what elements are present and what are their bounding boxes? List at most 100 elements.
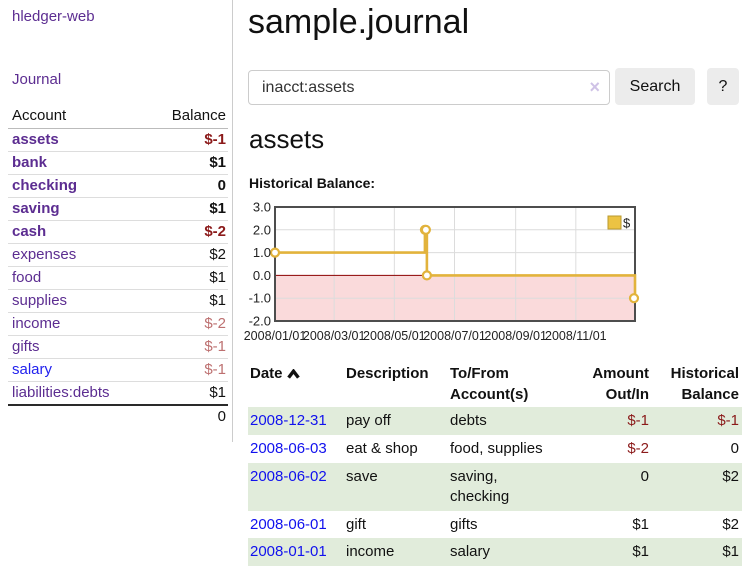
- account-row: cash $-2: [8, 220, 228, 244]
- svg-text:2008/01/01: 2008/01/01: [244, 329, 307, 343]
- account-row: bank $1: [8, 151, 228, 175]
- transaction-amount: $-2: [627, 440, 649, 458]
- account-row: liabilities:debts $1: [8, 381, 228, 405]
- account-link[interactable]: liabilities:debts: [12, 384, 110, 401]
- transaction-accounts: gifts: [450, 515, 478, 533]
- transaction-balance: $2: [722, 515, 739, 533]
- transaction-accounts: salary: [450, 543, 491, 561]
- transaction-accounts: debts: [450, 412, 487, 430]
- svg-text:-2.0: -2.0: [249, 314, 271, 329]
- account-link[interactable]: salary: [12, 361, 53, 378]
- main-content: sample.journal × Search ? assets Histori…: [244, 0, 742, 582]
- account-link[interactable]: cash: [12, 223, 47, 240]
- sidebar: hledger-web Journal Account Balance asse…: [0, 0, 233, 442]
- balance-column-header: Balance: [147, 104, 228, 129]
- account-link[interactable]: gifts: [12, 338, 40, 355]
- account-balance: $-2: [147, 220, 228, 244]
- svg-text:2008/07/01: 2008/07/01: [423, 329, 486, 343]
- help-button[interactable]: ?: [707, 68, 739, 105]
- account-row: saving $1: [8, 197, 228, 221]
- register-column-header: Description: [346, 365, 429, 382]
- account-link[interactable]: food: [12, 269, 42, 286]
- transaction-date-link[interactable]: 2008-06-03: [250, 440, 327, 458]
- account-row: assets $-1: [8, 129, 228, 152]
- chevron-up-icon: [286, 368, 300, 379]
- transaction-balance: 0: [730, 440, 739, 458]
- transaction-row: 2008-01-01 income salary $1 $1: [248, 538, 742, 567]
- account-balance: $1: [147, 381, 228, 405]
- account-link[interactable]: income: [12, 315, 61, 332]
- account-row: supplies $1: [8, 289, 228, 313]
- register-table-header: Date Description To/From Account(s) Amount …: [248, 362, 742, 407]
- historical-balance-chart: $3.0 2.0 1.0 0.0 -1.0 -2.02008/01/012008/03/0…: [244, 200, 640, 343]
- clear-search-icon[interactable]: ×: [589, 77, 600, 97]
- transaction-date-link[interactable]: 2008-06-01: [250, 515, 327, 533]
- sidebar-item-journal[interactable]: Journal: [12, 71, 62, 88]
- transaction-date-link[interactable]: 2008-12-31: [250, 412, 327, 430]
- transaction-description: eat & shop: [346, 440, 418, 458]
- svg-text:2008/03/01: 2008/03/01: [303, 329, 366, 343]
- transaction-amount: $1: [632, 515, 649, 533]
- transaction-balance: $2: [722, 467, 739, 485]
- account-balance: $2: [147, 243, 228, 267]
- transaction-date-link[interactable]: 2008-01-01: [250, 543, 327, 561]
- transaction-amount: $-1: [627, 412, 649, 430]
- account-link[interactable]: bank: [12, 154, 48, 171]
- svg-text:0.0: 0.0: [253, 268, 271, 283]
- transaction-description: save: [346, 467, 378, 485]
- search-button[interactable]: Search: [615, 68, 695, 105]
- account-link[interactable]: checking: [12, 177, 78, 194]
- date-sort-header[interactable]: Date: [248, 362, 344, 407]
- svg-text:2008/11/01: 2008/11/01: [545, 329, 607, 343]
- chart-label: Historical Balance:: [249, 175, 376, 191]
- register-column-header: To/From Account(s): [450, 365, 529, 403]
- transaction-balance: $1: [722, 543, 739, 561]
- svg-text:2.0: 2.0: [253, 222, 271, 237]
- transaction-row: 2008-06-03 eat & shop food, supplies $-2 0: [248, 435, 742, 463]
- total-row: 0: [8, 404, 228, 428]
- account-balance: $-1: [147, 358, 228, 382]
- account-balance-table: Account Balance assets $-1 bank $1 checking 0…: [8, 104, 228, 428]
- svg-text:-1.0: -1.0: [249, 291, 271, 306]
- transaction-description: income: [346, 543, 395, 561]
- account-balance: $-1: [204, 131, 226, 148]
- account-link[interactable]: assets: [12, 131, 59, 148]
- account-balance: $1: [147, 289, 228, 313]
- search-bar: × Search ?: [248, 68, 742, 105]
- account-link[interactable]: supplies: [12, 292, 68, 309]
- page-title: sample.journal: [248, 3, 470, 41]
- register-table: Date Description To/From Account(s) Amount …: [248, 362, 742, 567]
- account-row: salary $-1: [8, 358, 228, 382]
- transaction-accounts: food, supplies: [450, 440, 543, 458]
- account-column-header: Account: [8, 104, 148, 129]
- account-title: assets: [249, 124, 325, 154]
- account-link[interactable]: expenses: [12, 246, 77, 263]
- transaction-amount: 0: [640, 467, 649, 485]
- transaction-row: 2008-06-02 save saving, checking 0 $2: [248, 462, 742, 511]
- app-brand-link[interactable]: hledger-web: [12, 8, 95, 25]
- account-balance: 0: [147, 174, 228, 198]
- svg-text:1.0: 1.0: [253, 245, 271, 260]
- transaction-date-link[interactable]: 2008-06-02: [250, 467, 327, 485]
- account-balance: $1: [147, 266, 228, 290]
- account-table-header: Account Balance: [8, 104, 228, 129]
- account-balance: $1: [147, 197, 228, 221]
- account-link[interactable]: saving: [12, 200, 60, 217]
- svg-text:3.0: 3.0: [253, 200, 271, 215]
- transaction-amount: $1: [632, 543, 649, 561]
- account-row: gifts $-1: [8, 335, 228, 359]
- account-balance: $-2: [147, 312, 228, 336]
- transaction-balance: $-1: [717, 412, 739, 430]
- account-row: checking 0: [8, 174, 228, 198]
- transaction-description: pay off: [346, 412, 391, 430]
- transaction-accounts: saving, checking: [450, 467, 510, 505]
- account-row: food $1: [8, 266, 228, 290]
- transaction-description: gift: [346, 515, 367, 533]
- account-balance: $-1: [147, 335, 228, 359]
- search-input[interactable]: [248, 70, 610, 105]
- svg-text:2008/09/01: 2008/09/01: [484, 329, 547, 343]
- transaction-row: 2008-06-01 gift gifts $1 $2: [248, 511, 742, 539]
- account-row: income $-2: [8, 312, 228, 336]
- svg-text:$: $: [623, 216, 631, 231]
